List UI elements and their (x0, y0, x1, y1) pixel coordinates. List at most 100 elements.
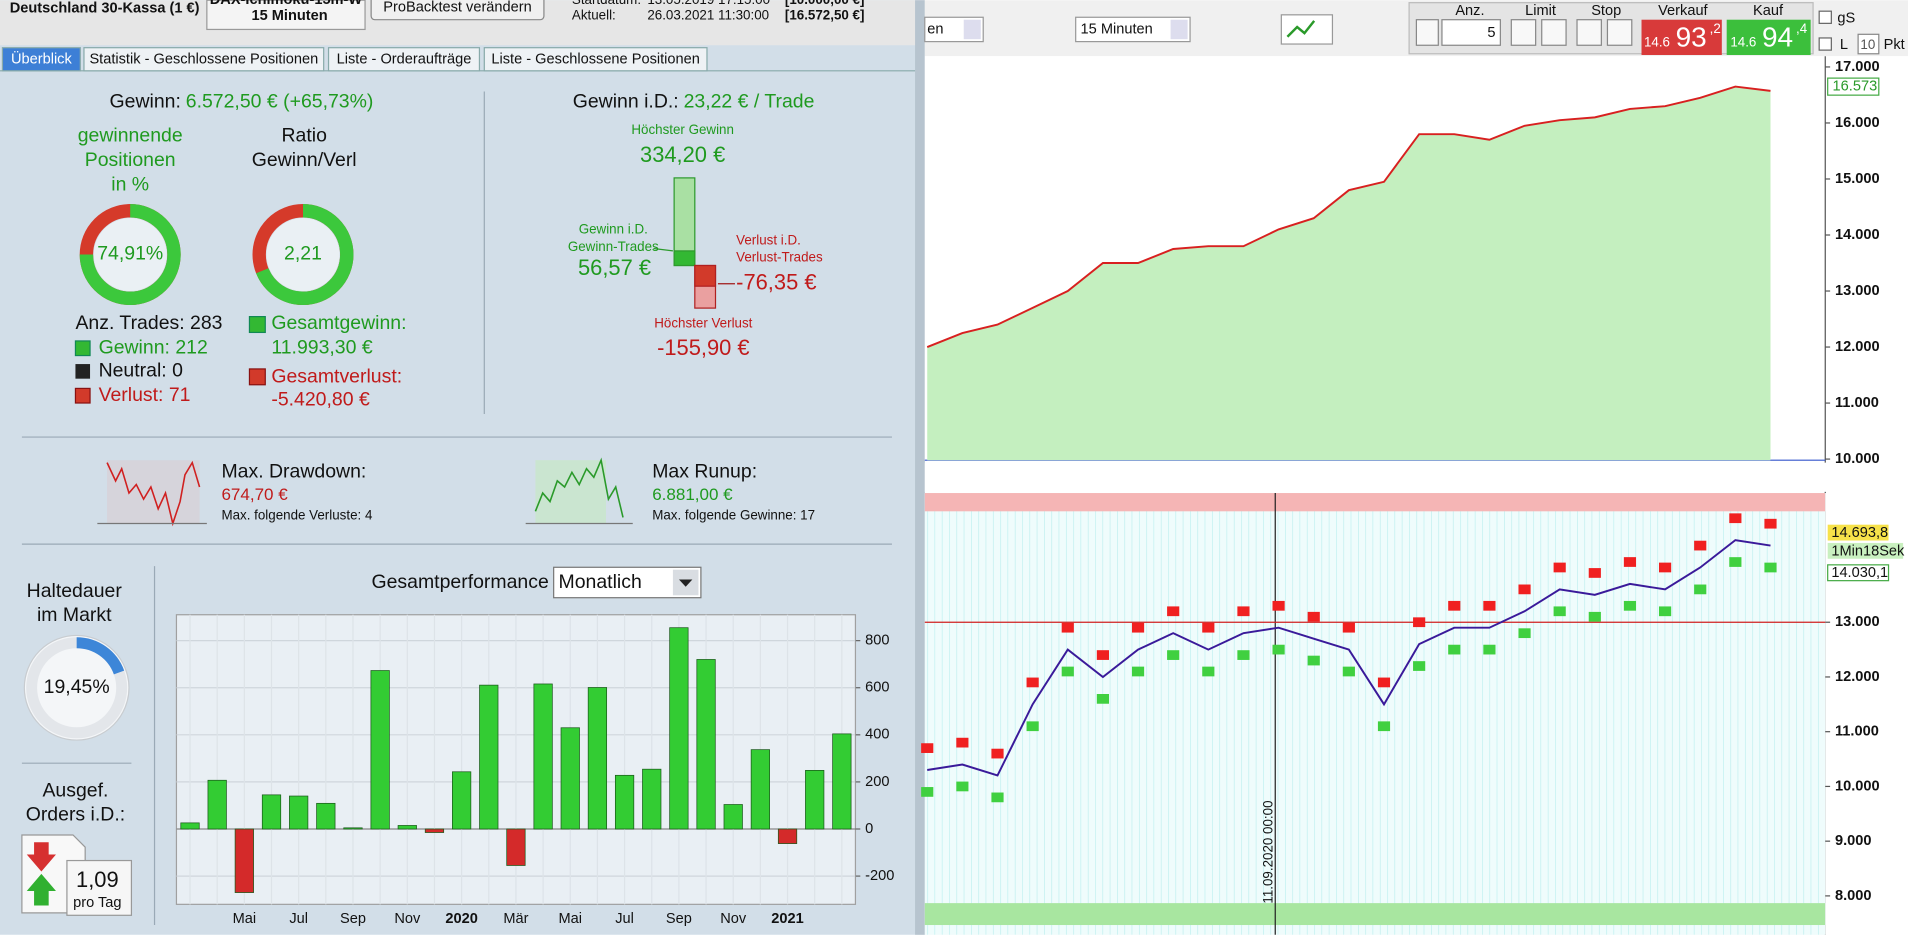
dropdown-button[interactable] (963, 19, 981, 40)
dropdown-button[interactable] (1170, 19, 1188, 40)
y-tick-label: 14.000 (1835, 227, 1880, 243)
sell-marker (1518, 584, 1531, 595)
buy-marker (1694, 584, 1707, 595)
avg-loss-bar (694, 264, 717, 287)
legend-swatch (248, 316, 266, 334)
price-main[interactable]: 94 (1762, 22, 1793, 53)
l-label[interactable]: L (1840, 37, 1848, 53)
y-tick-label: 600 (865, 680, 889, 696)
ratio-title: Ratio (281, 125, 326, 147)
current-value: 26.03.2021 11:30:00 (647, 8, 769, 23)
y-tick-label: 13.000 (1835, 283, 1880, 299)
stop-sell[interactable] (1606, 19, 1633, 46)
price-prefix[interactable]: 14.6 (1644, 34, 1670, 49)
tab[interactable] (327, 47, 481, 72)
avg-gain: 56,57 € (578, 255, 651, 280)
gs-label[interactable]: gS (1837, 10, 1855, 26)
gap (924, 462, 1908, 492)
bar (261, 794, 282, 830)
price-plot (924, 493, 1826, 935)
sell-label: Verkauf (1658, 3, 1708, 19)
qty-value[interactable]: 5 (1487, 25, 1495, 41)
avg-gain-label: Gewinn i.D. (579, 222, 648, 237)
timeframe-label[interactable]: 15 Minuten (1081, 21, 1153, 37)
total-loss: -5.420,80 € (271, 389, 370, 411)
bar (452, 771, 472, 830)
legend-swatch (75, 364, 91, 379)
tab-label[interactable]: Liste - Geschlossene Positionen (491, 52, 699, 68)
label: Gewinn: (110, 91, 181, 113)
tab-label[interactable]: Statistik - Geschlossene Positionen (89, 52, 318, 68)
tab[interactable] (83, 47, 325, 72)
sell-marker (1096, 650, 1109, 660)
losses: Verlust: 71 (99, 384, 191, 406)
equity-line (926, 85, 1771, 348)
orders-value: 1,09 (76, 867, 119, 892)
tab[interactable] (483, 47, 708, 72)
tab[interactable] (1, 47, 81, 72)
period-label[interactable]: Monatlich (559, 571, 642, 593)
price-main[interactable]: 93 (1676, 22, 1707, 53)
dropdown-arrow (678, 579, 693, 587)
value: 23,22 € / Trade (684, 91, 815, 113)
runup-spark (534, 457, 624, 518)
sell-marker (1588, 568, 1601, 578)
stop-buy[interactable] (1576, 19, 1602, 46)
holding-title: im Markt (37, 604, 112, 626)
total-gain-label: Gesamtgewinn: (271, 312, 406, 334)
bar (805, 770, 825, 830)
buy-label: Kauf (1753, 3, 1784, 19)
sell-marker (1307, 611, 1320, 622)
limit-sell[interactable] (1541, 19, 1567, 46)
donut-outer (23, 634, 130, 741)
buy-button[interactable] (1726, 19, 1811, 55)
axis-area (1825, 56, 1908, 490)
y-tick-label: 10.000 (1835, 451, 1880, 467)
drawdown-label: Max. Drawdown: (221, 461, 366, 483)
sell-marker (956, 737, 969, 748)
sell-marker (1026, 677, 1039, 688)
qty-input[interactable] (1441, 19, 1501, 46)
points-value[interactable]: 10 (1860, 37, 1875, 52)
dropdown-label[interactable]: en (927, 21, 943, 37)
cursor-label: 11.09.2020 00:00 (1261, 800, 1276, 903)
y-tick-label: 400 (865, 727, 889, 743)
price-prefix[interactable]: 14.6 (1730, 34, 1756, 49)
x-tick-label: Jul (289, 911, 308, 927)
bar (642, 768, 662, 830)
limit-buy[interactable] (1510, 19, 1537, 46)
drawdown-value: 674,70 € (221, 485, 288, 504)
top-band (924, 493, 1826, 512)
button-label[interactable]: ProBacktest verändern (383, 0, 531, 15)
chart-icon (1286, 20, 1316, 38)
sell-marker (1729, 513, 1742, 524)
x-tick-label: Jul (615, 911, 634, 927)
buy-marker (1272, 644, 1285, 655)
max-loss: -155,90 € (657, 335, 750, 360)
buy-marker (1026, 721, 1039, 732)
sell-button[interactable] (1641, 19, 1722, 55)
bar (506, 828, 526, 866)
instrument: Deutschland 30-Kassa (1 €) (10, 1, 200, 17)
y-tick-label: 17.000 (1835, 59, 1880, 75)
neutral: Neutral: 0 (99, 360, 184, 382)
button[interactable] (370, 0, 545, 21)
checkbox[interactable] (1818, 37, 1832, 51)
current-box (1827, 77, 1880, 96)
bar (750, 749, 770, 830)
price-suffix[interactable]: ,4 (1796, 21, 1808, 36)
x-tick-label: Mär (503, 911, 528, 927)
start-label: Startdatum: (572, 0, 641, 7)
points-input[interactable] (1857, 33, 1880, 55)
x-tick-label: Nov (394, 911, 421, 927)
sell-marker (1764, 518, 1777, 529)
price-suffix[interactable]: ,2 (1710, 21, 1721, 36)
buy-marker (1131, 666, 1145, 677)
points-unit: Pkt (1884, 37, 1905, 53)
tab-label[interactable]: Überblick (11, 50, 73, 68)
tool-button[interactable] (1415, 19, 1439, 46)
tab-label[interactable]: Liste - Orderaufträge (337, 52, 472, 68)
checkbox[interactable] (1818, 10, 1832, 24)
y-tick-label: 8.000 (1835, 888, 1872, 904)
